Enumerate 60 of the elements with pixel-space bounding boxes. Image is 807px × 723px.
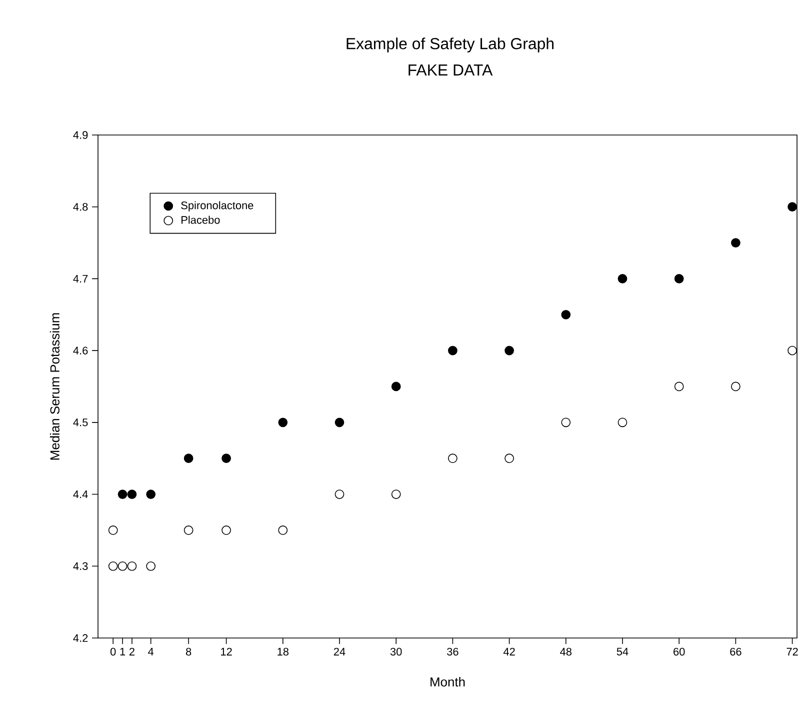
y-tick-label: 4.3 <box>73 562 88 570</box>
point <box>184 526 194 535</box>
x-tick-label: 8 <box>186 648 192 656</box>
point <box>334 490 344 499</box>
point <box>674 274 684 284</box>
point <box>278 526 288 535</box>
point <box>146 490 156 499</box>
point <box>184 454 194 464</box>
point <box>504 454 514 464</box>
x-tick-label: 36 <box>447 648 458 656</box>
point <box>448 454 458 464</box>
x-tick-label: 1 <box>120 648 126 656</box>
point <box>118 561 128 571</box>
point <box>731 382 740 392</box>
point <box>222 454 231 464</box>
y-axis-title: Median Serum Potassium <box>50 313 60 460</box>
x-tick-label: 66 <box>730 648 742 656</box>
x-tick-label: 4 <box>148 648 154 656</box>
point <box>674 382 684 392</box>
x-axis-title: Month <box>430 677 465 687</box>
y-tick-label: 4.5 <box>73 418 88 426</box>
point <box>108 561 118 571</box>
y-tick-label: 4.9 <box>73 131 88 139</box>
point <box>127 561 137 571</box>
point <box>731 238 740 248</box>
x-tick-label: 48 <box>560 648 572 656</box>
y-tick-label: 4.7 <box>73 274 88 282</box>
point <box>618 418 628 428</box>
point <box>504 346 514 356</box>
x-tick-label: 54 <box>616 648 628 656</box>
x-tick-label: 2 <box>129 648 134 656</box>
point <box>448 346 458 356</box>
point <box>278 418 288 428</box>
x-tick-label: 60 <box>674 648 685 656</box>
point <box>127 490 137 499</box>
x-tick-label: 24 <box>334 648 346 656</box>
chart-subtitle: FAKE DATA <box>408 64 493 76</box>
point <box>391 490 401 499</box>
x-tick-label: 30 <box>390 648 402 656</box>
point <box>108 526 118 535</box>
y-tick-label: 4.4 <box>73 490 88 498</box>
y-tick-label: 4.8 <box>73 202 88 211</box>
x-tick-label: 42 <box>503 648 515 656</box>
x-tick-label: 12 <box>221 648 232 656</box>
y-tick-label: 4.6 <box>73 346 88 354</box>
legend-label: Spironolactone <box>181 201 254 212</box>
x-tick-label: 18 <box>278 648 289 656</box>
chart-title: Example of Safety Lab Graph <box>346 38 554 52</box>
x-tick-label: 0 <box>110 648 116 656</box>
y-tick-label: 4.2 <box>73 634 88 642</box>
point <box>118 490 128 499</box>
x-tick-label: 72 <box>786 648 798 656</box>
legend-label: Placebo <box>182 216 220 224</box>
point <box>561 418 571 428</box>
point <box>618 274 628 284</box>
point <box>334 418 344 428</box>
point <box>222 526 231 535</box>
point <box>561 310 571 320</box>
point <box>391 382 401 392</box>
point <box>146 561 156 571</box>
